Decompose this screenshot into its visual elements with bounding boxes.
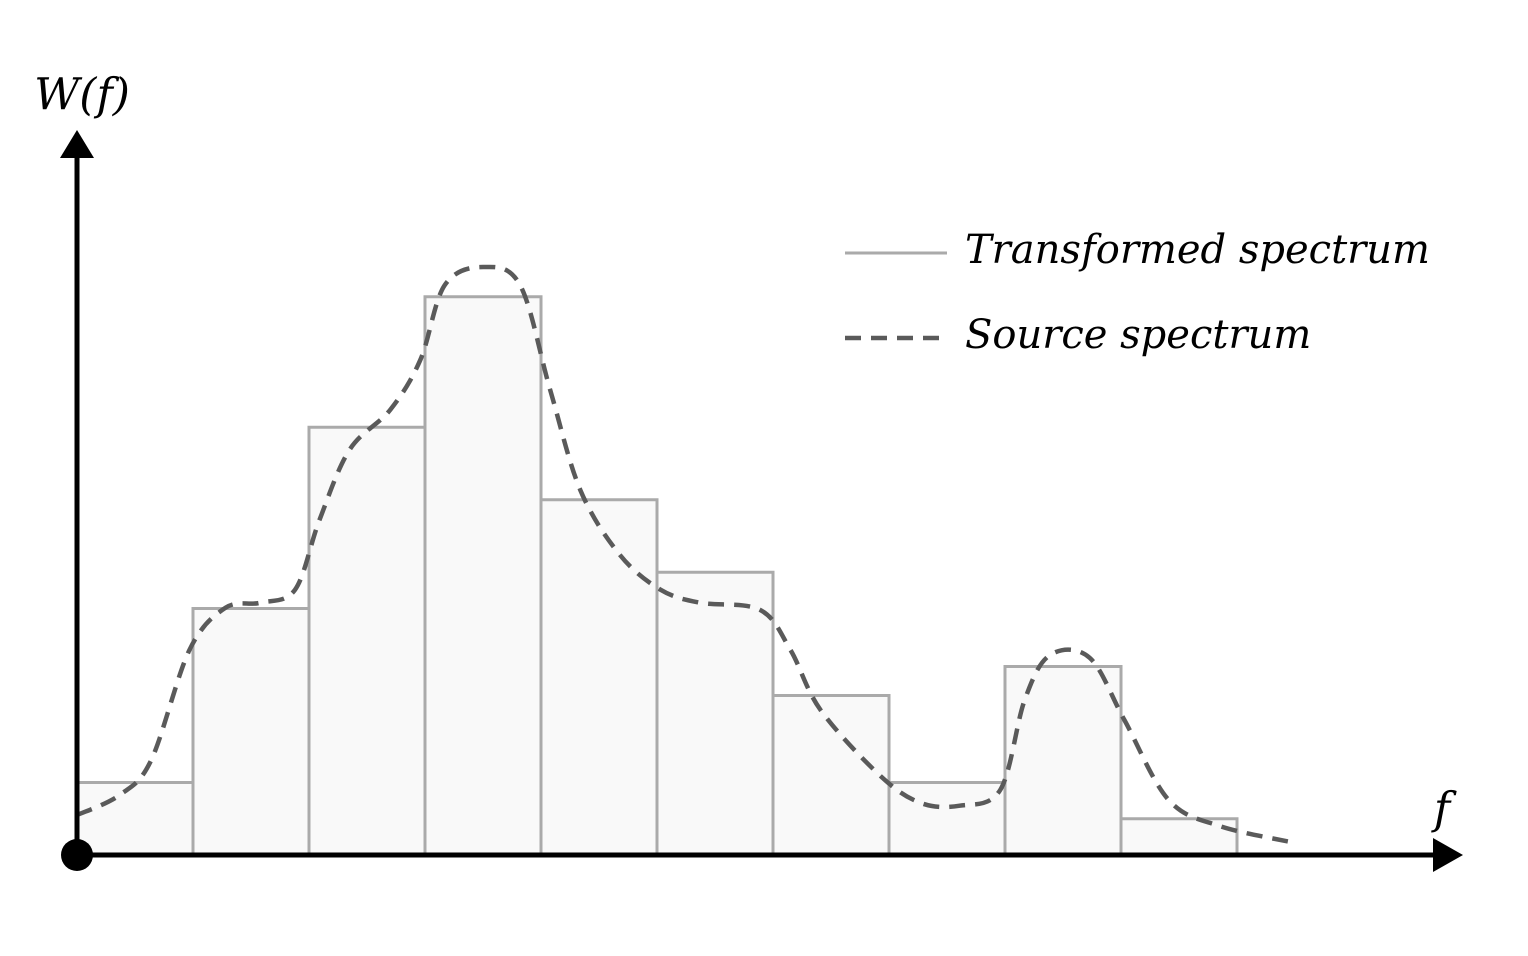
histogram-bar xyxy=(539,498,659,857)
y-axis-label: W(f) xyxy=(34,70,130,121)
histogram-bar xyxy=(75,781,195,857)
y-axis-arrow xyxy=(60,130,94,158)
curve xyxy=(76,264,1291,845)
histogram-bar xyxy=(191,607,311,857)
legend-label: Transformed spectrum xyxy=(965,227,1430,273)
histogram-bar xyxy=(423,295,543,857)
x-axis-label: f xyxy=(1431,784,1457,835)
x-axis-arrow xyxy=(1433,838,1463,872)
histogram-bar xyxy=(887,781,1007,857)
origin xyxy=(61,839,93,871)
histogram-bar xyxy=(1003,665,1123,857)
histogram-bar xyxy=(307,425,427,857)
legend-label: Source spectrum xyxy=(965,312,1311,358)
histogram-bar xyxy=(771,694,891,857)
histogram-bar xyxy=(655,570,775,857)
histogram-bar xyxy=(1119,817,1239,857)
